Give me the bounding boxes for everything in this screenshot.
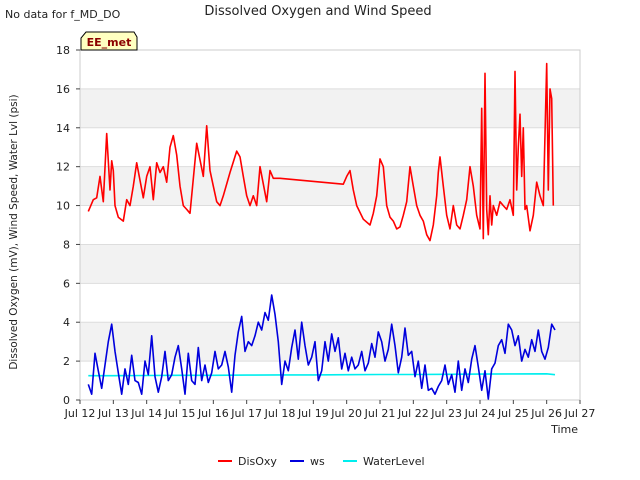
y-tick-label: 8 [63,238,70,251]
x-tick-label: Jul 19 [297,407,329,420]
plot-bands [80,50,580,400]
y-tick-label: 16 [56,83,70,96]
plot-band [80,244,580,284]
y-tick-label: 4 [63,316,70,329]
ee-met-badge: EE_met [80,31,138,51]
x-tick-label: Jul 25 [497,407,529,420]
legend-label-disoxy: DisOxy [238,455,277,468]
x-tick-label: Jul 17 [230,407,262,420]
y-tick-label: 12 [56,161,70,174]
x-tick-label: Jul 21 [364,407,396,420]
y-axis-label: Dissolved Oxygen (mV), Wind Speed, Water… [8,94,20,369]
x-tick-label: Jul 24 [464,407,496,420]
y-tick-label: 14 [56,122,70,135]
x-tick-label: Jul 16 [197,407,229,420]
x-tick-label: Jul 13 [97,407,129,420]
series-line-ws [87,294,556,400]
plot-band [80,127,580,167]
legend-label-waterlevel: WaterLevel [363,455,425,468]
x-tick-label: Jul 15 [164,407,196,420]
x-tick-label: Jul 22 [397,407,429,420]
y-tick-label: 2 [63,355,70,368]
x-axis-ticks: Jul 12 Jul 13 Jul 14 Jul 15 Jul 16 Jul 17 Jul … [64,400,596,420]
plot-band [80,50,580,89]
series-line-disoxy [87,62,555,242]
legend: DisOxy ws WaterLevel [218,455,425,468]
plot-band [80,283,580,323]
plot-band [80,166,580,206]
x-tick-label: Jul 12 [64,407,96,420]
series-layer [87,62,556,400]
y-tick-label: 10 [56,200,70,213]
x-tick-label: Jul 27 [564,407,596,420]
y-tick-label: 18 [56,44,70,57]
series-line-waterlevel [88,372,556,377]
x-tick-label: Jul 18 [264,407,296,420]
y-tick-label: 6 [63,277,70,290]
x-tick-label: Jul 26 [530,407,562,420]
legend-label-ws: ws [310,455,325,468]
x-axis-label: Time [550,423,578,436]
plot-frame [79,49,581,401]
ee-met-badge-label: EE_met [87,36,132,49]
plot-band [80,88,580,128]
x-tick-label: Jul 14 [130,407,162,420]
x-tick-label: Jul 23 [430,407,462,420]
chart-title: Dissolved Oxygen and Wind Speed [204,4,431,19]
y-axis-ticks: 0 2 4 6 8 10 12 14 16 18 [56,44,80,407]
y-tick-label: 0 [63,394,70,407]
plot-band [80,205,580,245]
no-data-note: No data for f_MD_DO [5,8,121,21]
x-tick-label: Jul 20 [330,407,362,420]
